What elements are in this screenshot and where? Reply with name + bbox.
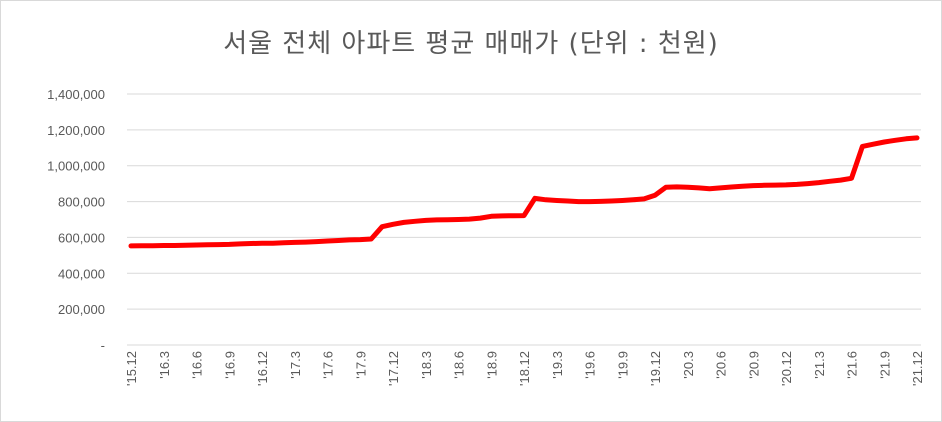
y-tick-label: 800,000 xyxy=(58,195,105,210)
y-tick-label: - xyxy=(101,338,105,353)
x-tick-label: '20.9 xyxy=(746,351,761,379)
y-tick-label: 600,000 xyxy=(58,230,105,245)
x-tick-label: '21.9 xyxy=(877,351,892,379)
chart-title: 서울 전체 아파트 평균 매매가 (단위 : 천원) xyxy=(223,29,719,59)
x-tick-label: '19.3 xyxy=(550,351,565,379)
x-tick-label: '18.9 xyxy=(484,351,499,379)
x-tick-label: '17.6 xyxy=(321,351,336,379)
x-tick-label: '18.3 xyxy=(419,351,434,379)
x-tick-label: '21.6 xyxy=(845,351,860,379)
series-line xyxy=(128,135,920,249)
x-tick-label: '16.3 xyxy=(157,351,172,379)
x-tick-label: '19.6 xyxy=(583,351,598,379)
x-tick-label: '20.12 xyxy=(779,351,794,386)
gridlines xyxy=(127,93,921,310)
x-tick-label: '16.6 xyxy=(190,351,205,379)
x-tick-label: '21.3 xyxy=(812,351,827,379)
y-tick-label: 200,000 xyxy=(58,302,105,317)
x-tick-label: '18.6 xyxy=(452,351,467,379)
y-tick-label: 1,000,000 xyxy=(47,159,105,174)
x-tick-label: '16.9 xyxy=(222,351,237,379)
x-tick-label: '16.12 xyxy=(255,351,270,386)
x-tick-label: '17.12 xyxy=(386,351,401,386)
x-tick-label: '19.12 xyxy=(648,351,663,386)
x-tick-label: '20.6 xyxy=(714,351,729,379)
x-axis-ticks: '15.12 '16.3 '16.6 '16.9 '16.12 '17.3 '17.6 '17… xyxy=(124,351,925,386)
y-tick-label: 1,400,000 xyxy=(47,87,105,102)
x-tick-label: '17.3 xyxy=(288,351,303,379)
x-tick-label: '18.12 xyxy=(517,351,532,386)
x-tick-label: '20.3 xyxy=(681,351,696,379)
x-tick-label: '17.9 xyxy=(353,351,368,379)
y-tick-label: 400,000 xyxy=(58,266,105,281)
y-axis-ticks: - 200,000 400,000 600,000 800,000 1,000,000 1,… xyxy=(47,87,105,353)
x-tick-label: '21.12 xyxy=(910,351,925,386)
x-tick-label: '19.9 xyxy=(615,351,630,379)
x-tick-label: '15.12 xyxy=(124,351,139,386)
y-tick-label: 1,200,000 xyxy=(47,123,105,138)
